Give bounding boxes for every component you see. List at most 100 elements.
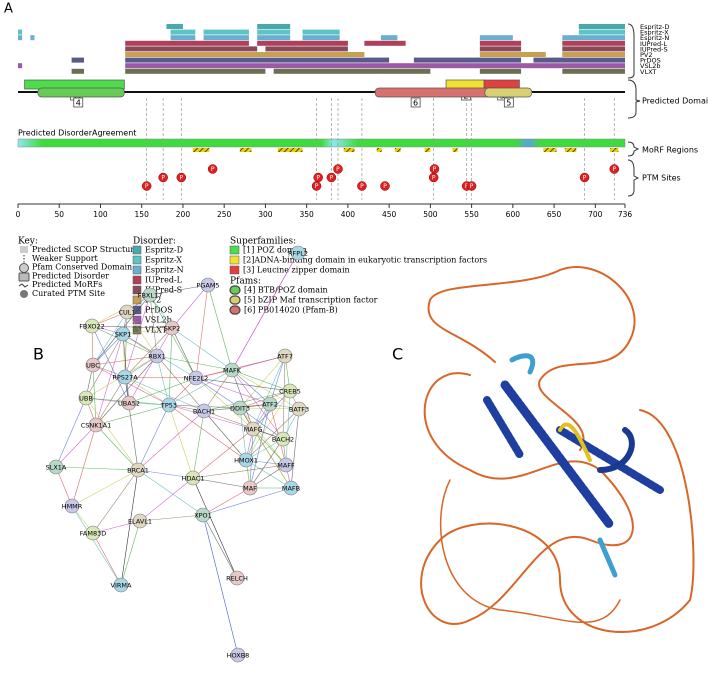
network-edge <box>290 408 300 489</box>
network-edge <box>124 294 151 378</box>
legend-item: VSL2b <box>144 316 172 325</box>
network-edge <box>171 327 233 371</box>
key-icon <box>19 263 29 273</box>
node-label: VIRMA <box>111 582 132 590</box>
network-edge <box>156 355 170 406</box>
tick-label: 450 <box>382 210 397 219</box>
network-node <box>130 462 146 478</box>
predictor-label: Espritz-X <box>640 29 669 37</box>
tick-label: 550 <box>464 210 479 219</box>
network-edge <box>71 505 122 586</box>
ptm-site <box>609 164 620 174</box>
network-node <box>121 395 137 411</box>
tick-label: 250 <box>217 210 232 219</box>
network-edge <box>168 404 247 461</box>
disorder-region <box>533 57 625 63</box>
network-edge <box>137 410 205 471</box>
ptm-label: P <box>465 183 469 190</box>
network-node <box>262 396 278 412</box>
network-node <box>132 513 148 529</box>
disorder-region <box>257 35 291 41</box>
ptm-label: P <box>432 175 436 182</box>
key-item: Pfam Conserved Domain <box>32 263 132 272</box>
disorder-region <box>479 40 522 46</box>
node-label: HMOX1 <box>234 457 258 465</box>
legend-swatch <box>132 245 142 255</box>
node-label: ATF2 <box>262 401 278 409</box>
legend-item: [5] bZIP Maf transcription factor <box>244 296 378 305</box>
network-node <box>64 498 80 514</box>
bracket <box>627 79 641 119</box>
node-label: NFE2L2 <box>184 375 209 383</box>
network-edge <box>92 355 158 366</box>
disorder-region <box>562 40 625 46</box>
predictor-label: PV2 <box>640 51 653 59</box>
tick-label: 300 <box>258 210 273 219</box>
ptm-label: P <box>161 175 165 182</box>
disorder-region <box>257 29 291 35</box>
network-edge <box>203 390 291 412</box>
tick-label: 100 <box>93 210 108 219</box>
disorder-region <box>18 29 23 35</box>
network-edge <box>55 466 139 471</box>
legend-item: IUPred-L <box>145 276 183 285</box>
ptm-site <box>158 172 168 183</box>
network-edge <box>195 377 254 430</box>
disorder-region <box>170 29 196 35</box>
panel-letter: C <box>392 345 403 364</box>
network-edge <box>120 469 139 586</box>
legend-swatch <box>229 285 241 295</box>
network-node <box>275 431 291 447</box>
legend-swatch <box>229 305 241 315</box>
node-label: PGAM5 <box>196 282 219 290</box>
domain-label: 6 <box>413 99 418 108</box>
network-edge <box>168 369 233 406</box>
predictor-label: PrDOS <box>640 57 661 65</box>
predictor-label: IUPred-S <box>640 45 668 53</box>
key-icon <box>20 290 28 298</box>
network-edge <box>95 404 170 426</box>
node-label: RELCH <box>226 575 248 583</box>
tick-label: 350 <box>299 210 314 219</box>
disorder-region <box>479 46 522 52</box>
disorder-region <box>302 35 340 41</box>
node-label: TP53 <box>160 402 177 410</box>
node-label: ELAVL1 <box>128 518 152 526</box>
bracket <box>627 141 640 157</box>
network-node <box>195 507 211 523</box>
network-edge <box>137 469 204 516</box>
bracket <box>627 23 635 79</box>
tick-label: 500 <box>423 210 438 219</box>
network-node <box>85 357 101 373</box>
network-node <box>200 277 216 293</box>
network-edge <box>124 376 139 471</box>
disorder-region <box>302 29 340 35</box>
legend-item: Espritz-X <box>145 256 182 265</box>
key-item: Weaker Support <box>32 254 99 263</box>
network-edge <box>192 464 287 479</box>
predictor-label: IUPred-L <box>640 40 667 48</box>
network-node <box>282 383 298 399</box>
network-edge <box>91 325 130 404</box>
node-label: CUL1 <box>118 309 135 317</box>
node-label: FAM83D <box>80 530 106 538</box>
morf-region <box>239 148 252 152</box>
domain <box>374 87 504 98</box>
network-edge <box>231 369 291 392</box>
network-edge <box>95 424 139 471</box>
network-edge <box>192 410 205 479</box>
tick-label: 400 <box>341 210 356 219</box>
network-edge <box>202 514 239 656</box>
network-node <box>113 577 129 593</box>
domain <box>37 87 125 98</box>
network-edge <box>195 284 209 379</box>
disorder-region <box>125 68 266 74</box>
disorder-region <box>125 63 626 69</box>
network-edge <box>149 294 158 357</box>
network-node <box>291 401 307 417</box>
network-node <box>188 370 204 386</box>
node-label: RPS27A <box>112 374 138 382</box>
disorder-region <box>578 29 625 35</box>
node-label: SLX1A <box>46 464 67 472</box>
key-icon <box>20 246 28 253</box>
